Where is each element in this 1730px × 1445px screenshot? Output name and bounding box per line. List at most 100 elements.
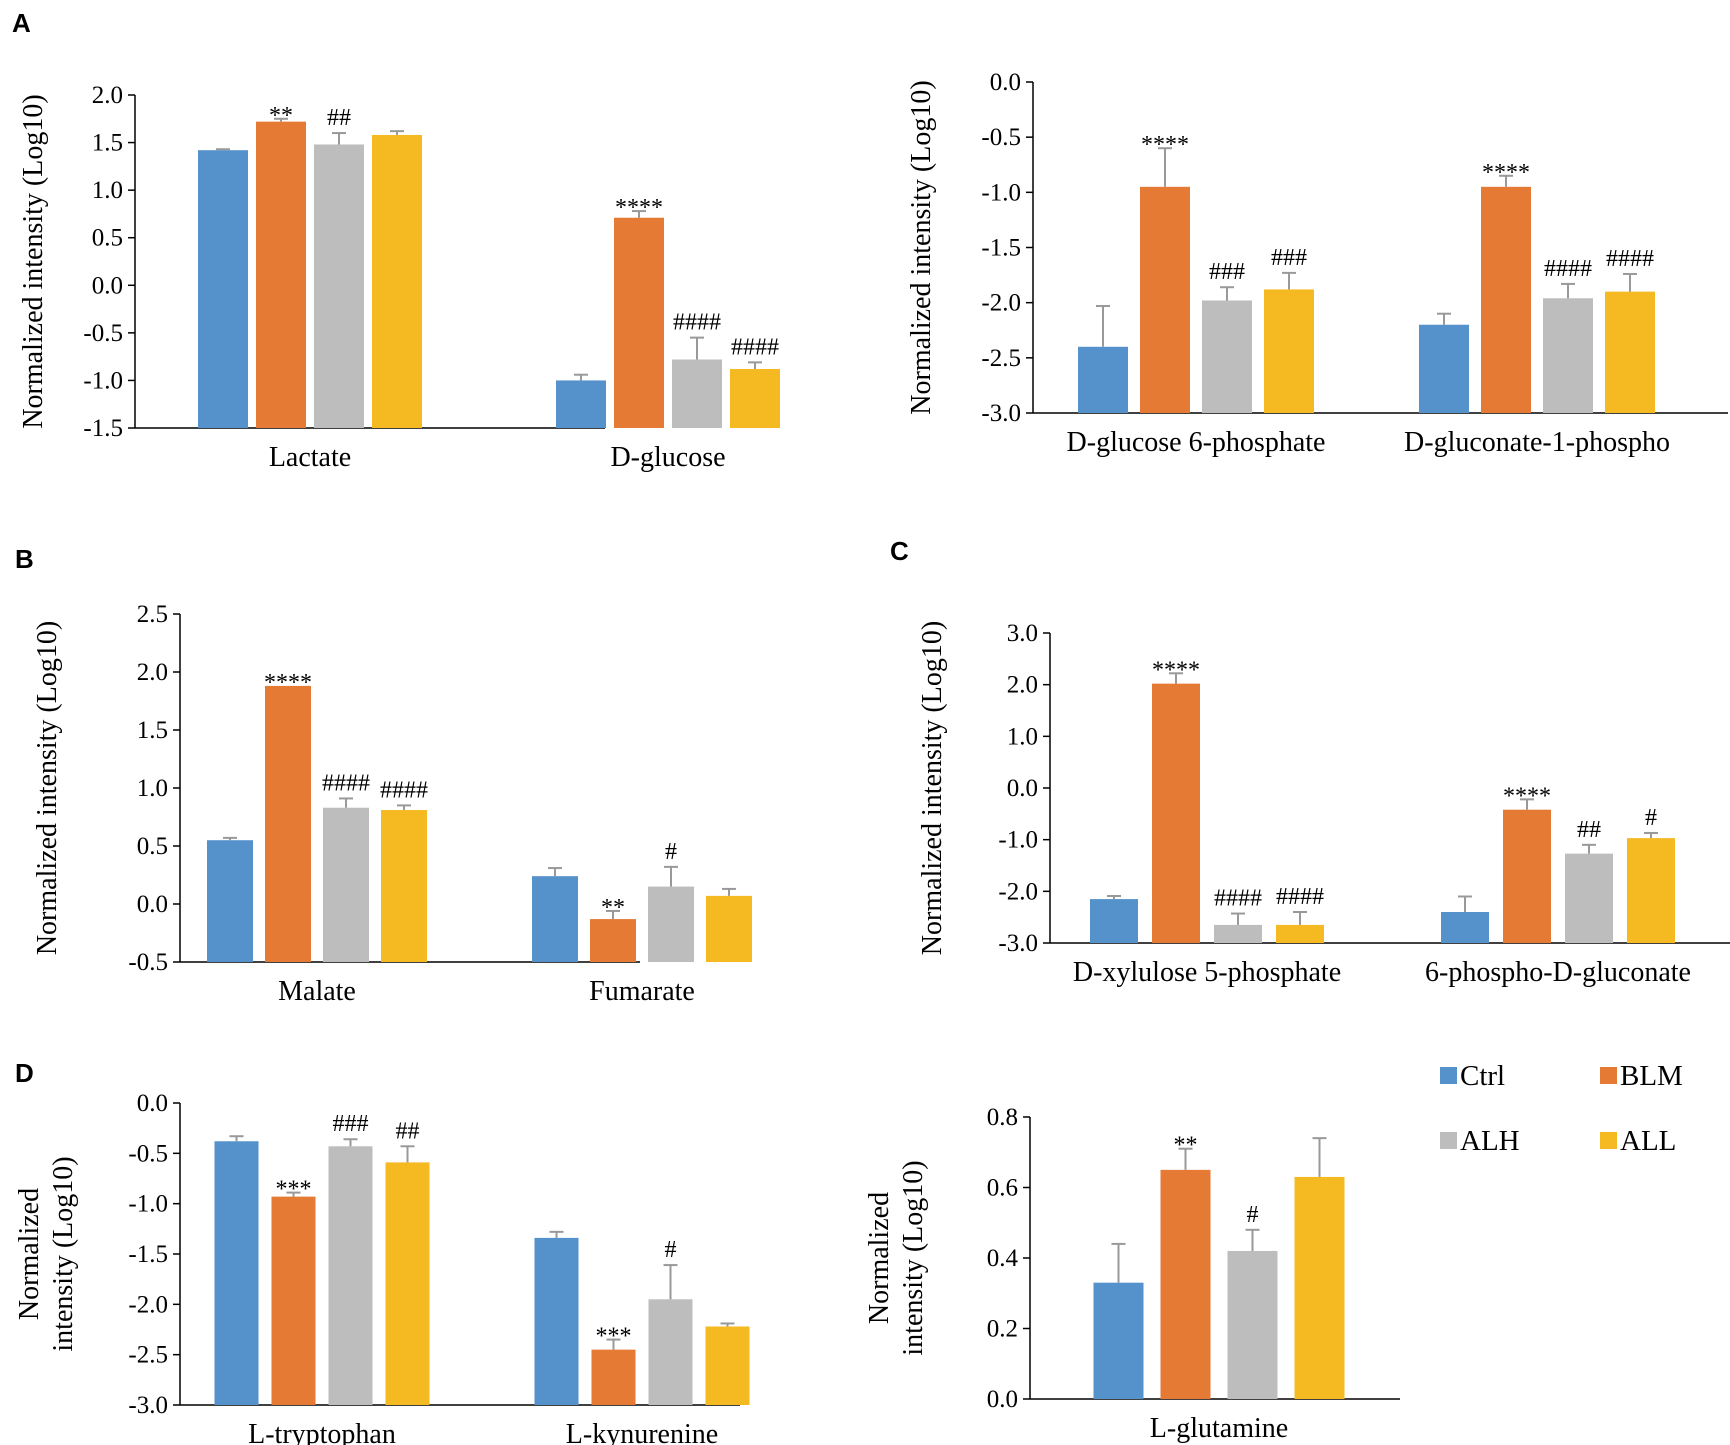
legend: Ctrl BLM ALH ALL bbox=[1440, 1060, 1683, 1157]
y-tick-label: 0.8 bbox=[987, 1104, 1018, 1131]
bar-blm-l-tryptophan bbox=[271, 1196, 316, 1405]
y-tick-label: -3.0 bbox=[128, 1392, 168, 1419]
bar-blm-malate bbox=[265, 685, 311, 962]
y-tick-label: -1.5 bbox=[128, 1241, 168, 1268]
bar-alh-6-phospho-d-gluconate bbox=[1565, 853, 1613, 943]
bar-alh-d-glucose-6-phosphate bbox=[1202, 300, 1252, 413]
bar-all-fumarate bbox=[706, 895, 752, 962]
y-tick-label: -2.0 bbox=[998, 878, 1038, 905]
legend-swatch-all bbox=[1600, 1132, 1617, 1149]
y-tick-label: 1.0 bbox=[137, 775, 168, 802]
y-axis-title: Normalized intensity (Log10) bbox=[864, 1160, 929, 1355]
y-tick-label: 0.0 bbox=[137, 891, 168, 918]
bar-all-l-kynurenine bbox=[705, 1326, 750, 1405]
significance-label: ** bbox=[1174, 1133, 1198, 1159]
bar-alh-malate bbox=[323, 807, 369, 962]
bar-alh-fumarate bbox=[648, 886, 694, 962]
bar-all-d-glucose bbox=[730, 369, 780, 428]
chart-panel-3: B 2.5 2.0 1.5 1.0 0.5 0.0 -0.5 Normalized intens… bbox=[15, 544, 752, 1007]
y-tick-label: -0.5 bbox=[83, 320, 123, 347]
y-tick-label: 2.0 bbox=[1007, 672, 1038, 699]
bar-alh-lactate bbox=[314, 144, 364, 428]
chart-panel-6: 0.8 0.6 0.4 0.2 0.0 Normalized intensity (Log1… bbox=[864, 1104, 1400, 1444]
bar-all-l-glutamine bbox=[1294, 1176, 1345, 1399]
category-label: L-kynurenine bbox=[566, 1419, 718, 1445]
bar-blm-l-kynurenine bbox=[591, 1349, 636, 1405]
y-tick-label: 0.0 bbox=[987, 1386, 1018, 1413]
bar-alh-l-glutamine bbox=[1227, 1250, 1278, 1399]
y-tick-label: 0.5 bbox=[92, 225, 123, 252]
panel-label: A bbox=[12, 8, 31, 38]
bar-ctrl-l-tryptophan bbox=[214, 1141, 259, 1405]
significance-label: ** bbox=[601, 895, 625, 921]
y-tick-label: -1.0 bbox=[83, 367, 123, 394]
y-tick-label: -0.5 bbox=[128, 949, 168, 976]
bar-ctrl-d-gluconate-1-phospho bbox=[1419, 324, 1469, 413]
category-label: D-gluconate-1-phospho bbox=[1404, 427, 1670, 458]
y-tick-label: 0.2 bbox=[987, 1316, 1018, 1343]
legend-label-alh: ALH bbox=[1460, 1125, 1520, 1157]
legend-swatch-ctrl bbox=[1440, 1067, 1457, 1084]
y-tick-label: 2.5 bbox=[137, 601, 168, 628]
significance-label: #### bbox=[322, 770, 370, 796]
significance-label: ## bbox=[396, 1118, 420, 1144]
significance-label: **** bbox=[264, 670, 312, 696]
significance-label: **** bbox=[1503, 783, 1551, 809]
significance-label: *** bbox=[596, 1324, 632, 1350]
bar-all-d-gluconate-1-phospho bbox=[1605, 291, 1655, 413]
bar-blm-6-phospho-d-gluconate bbox=[1503, 809, 1551, 943]
y-tick-label: -1.0 bbox=[128, 1191, 168, 1218]
panel-label: C bbox=[890, 536, 909, 566]
category-label: L-tryptophan bbox=[248, 1419, 396, 1445]
y-tick-label: -3.0 bbox=[998, 930, 1038, 957]
legend-label-all: ALL bbox=[1620, 1125, 1676, 1157]
category-label: L-glutamine bbox=[1150, 1413, 1288, 1444]
significance-label: ### bbox=[1209, 259, 1245, 285]
y-tick-label: -1.0 bbox=[981, 179, 1021, 206]
bar-alh-l-tryptophan bbox=[328, 1146, 373, 1405]
y-tick-label: -3.0 bbox=[981, 400, 1021, 427]
y-tick-label: -2.5 bbox=[981, 345, 1021, 372]
significance-label: ** bbox=[269, 103, 293, 129]
y-axis-title: Normalized intensity (Log10) bbox=[917, 621, 948, 955]
significance-label: #### bbox=[1606, 246, 1654, 272]
y-tick-label: 1.0 bbox=[1007, 723, 1038, 750]
y-tick-label: 2.0 bbox=[92, 82, 123, 109]
y-tick-label: 0.0 bbox=[137, 1090, 168, 1117]
significance-label: # bbox=[1247, 1202, 1259, 1228]
significance-label: *** bbox=[276, 1177, 312, 1203]
significance-label: **** bbox=[1152, 657, 1200, 683]
bar-blm-d-gluconate-1-phospho bbox=[1481, 186, 1531, 413]
chart-panel-5: D 0.0 -0.5 -1.0 -1.5 -2.0 -2.5 -3.0 Normalized in… bbox=[14, 1058, 750, 1445]
bar-ctrl-d-glucose-6-phosphate bbox=[1078, 346, 1128, 413]
significance-label: #### bbox=[380, 777, 428, 803]
bar-ctrl-malate bbox=[207, 840, 253, 962]
y-axis-title: Normalized intensity (Log10) bbox=[32, 621, 63, 955]
y-tick-label: -2.0 bbox=[128, 1291, 168, 1318]
y-axis-title: Normalized intensity (Log10) bbox=[18, 94, 49, 428]
bar-alh-l-kynurenine bbox=[648, 1299, 693, 1405]
y-tick-label: 3.0 bbox=[1007, 620, 1038, 647]
bar-ctrl-l-kynurenine bbox=[534, 1237, 579, 1405]
chart-panel-2: 0.0 -0.5 -1.0 -1.5 -2.0 -2.5 -3.0 Normalized in… bbox=[906, 69, 1728, 458]
bar-ctrl-fumarate bbox=[532, 876, 578, 962]
y-tick-label: 0.6 bbox=[987, 1175, 1018, 1202]
bar-all-malate bbox=[381, 810, 427, 962]
panel-label: D bbox=[15, 1058, 34, 1088]
bar-alh-d-glucose bbox=[672, 359, 722, 428]
y-tick-label: 0.4 bbox=[987, 1245, 1019, 1272]
category-label: Lactate bbox=[269, 442, 351, 473]
bar-blm-d-xylulose-5-phosphate bbox=[1152, 683, 1200, 943]
significance-label: #### bbox=[1276, 884, 1324, 910]
significance-label: #### bbox=[673, 310, 721, 336]
significance-label: ### bbox=[333, 1111, 369, 1137]
chart-panel-4: C 3.0 2.0 1.0 0.0 -1.0 -2.0 -3.0 Normalized inte… bbox=[890, 536, 1730, 988]
panel-label: B bbox=[15, 544, 34, 574]
y-axis-title: Normalized intensity (Log10) bbox=[14, 1156, 79, 1351]
bar-alh-d-gluconate-1-phospho bbox=[1543, 298, 1593, 413]
bar-all-d-xylulose-5-phosphate bbox=[1276, 924, 1324, 943]
y-tick-label: -2.0 bbox=[981, 290, 1021, 317]
significance-label: # bbox=[665, 1237, 677, 1263]
significance-label: # bbox=[665, 839, 677, 865]
